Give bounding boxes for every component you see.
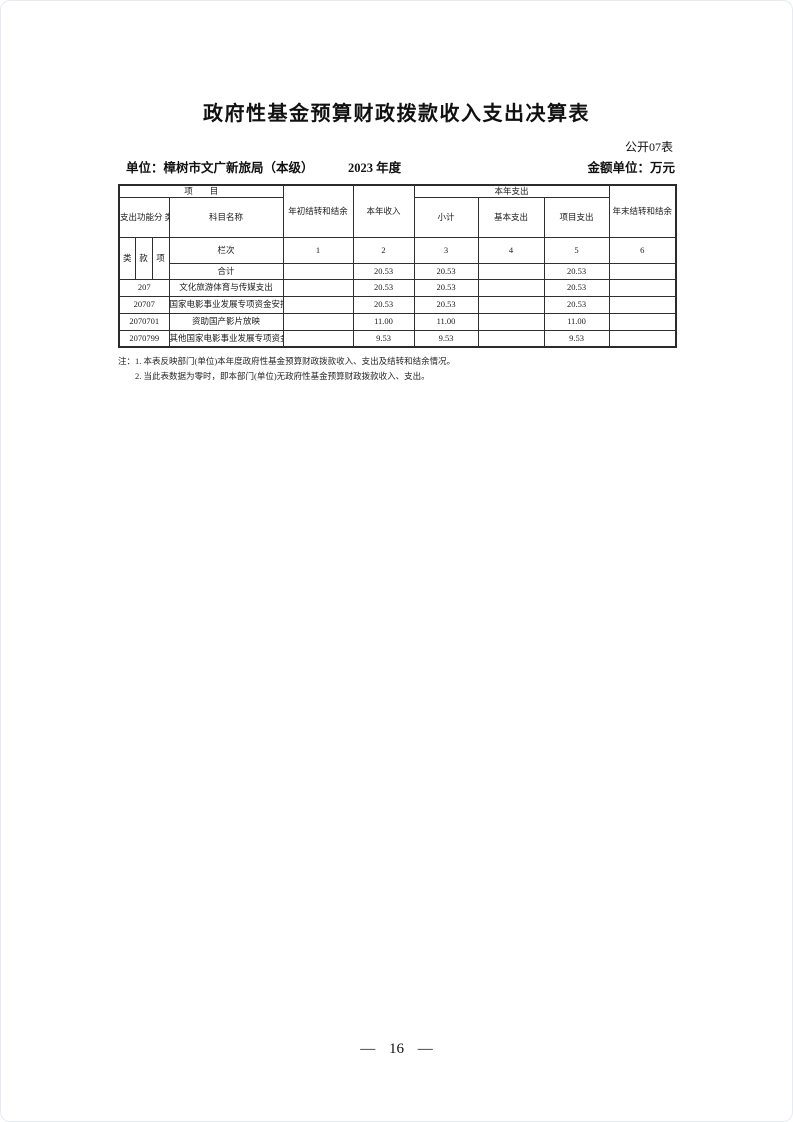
row-c4 (477, 329, 545, 348)
table-row: 2070799 其他国家电影事业发展专项资金 9.53 9.53 9.53 (118, 329, 677, 348)
row-name: 国家电影事业发展专项资金安排 (168, 295, 284, 314)
col-num-1: 1 (282, 236, 354, 264)
row-c5: 11.00 (543, 312, 610, 331)
header-subject-name: 科目名称 (168, 196, 284, 238)
row-c1 (282, 312, 354, 331)
page-title: 政府性基金预算财政拨款收入支出决算表 (203, 103, 590, 125)
table-row: 2070701 资助国产影片放映 11.00 11.00 11.00 (118, 312, 677, 331)
meta-row: 单位：樟树市文广新旅局（本级） 2023 年度 金额单位：万元 (118, 159, 675, 177)
col-num-4: 4 (477, 236, 545, 264)
total-c4 (477, 262, 545, 280)
total-c1 (282, 262, 354, 280)
col-num-3: 3 (413, 236, 479, 264)
header-expenditure-group: 本年支出 (413, 184, 610, 198)
row-c3: 20.53 (413, 295, 479, 314)
header-function-code: 支出功能分 类科目编码 (118, 196, 170, 238)
row-code: 20707 (118, 295, 170, 314)
row-c1 (282, 295, 354, 314)
col-num-6: 6 (608, 236, 677, 264)
column-index-row: 类 款 项 栏次 1 2 3 4 5 6 (118, 236, 677, 280)
total-c6 (608, 262, 677, 280)
row-name: 其他国家电影事业发展专项资金 (168, 329, 284, 348)
note-line-2: 2. 当此表数据为零时，即本部门(单位)无政府性基金预算财政拨款收入、支出。 (135, 371, 430, 382)
row-c2: 20.53 (352, 278, 415, 297)
row-c3: 9.53 (413, 329, 479, 348)
note-line-1: 注：1. 本表反映部门(单位)本年度政府性基金预算财政拨款收入、支出及结转和结余… (118, 356, 456, 367)
header-col-class: 类 (118, 236, 136, 280)
row-name: 资助国产影片放映 (168, 312, 284, 331)
header-row-groups: 项 目 年初结转和结余 本年收入 本年支出 年末结转和结余 (118, 184, 677, 238)
total-label: 合计 (168, 262, 284, 280)
row-c4 (477, 312, 545, 331)
row-c2: 20.53 (352, 295, 415, 314)
fiscal-year: 2023 年度 (348, 161, 402, 175)
row-c5: 9.53 (543, 329, 610, 348)
row-c3: 11.00 (413, 312, 479, 331)
header-end-balance: 年末结转和结余 (608, 184, 677, 238)
header-col-item: 项 (151, 236, 170, 280)
header-basic-expenditure: 基本支出 (477, 196, 545, 238)
row-name: 文化旅游体育与传媒支出 (168, 278, 284, 297)
table-code-label: 公开07表 (624, 140, 673, 154)
total-c3: 20.53 (413, 262, 479, 280)
table-row: 207 文化旅游体育与传媒支出 20.53 20.53 20.53 (118, 278, 677, 297)
row-c4 (477, 295, 545, 314)
row-c2: 11.00 (352, 312, 415, 331)
total-c5: 20.53 (543, 262, 610, 280)
amount-unit: 金额单位：万元 (587, 161, 675, 175)
table-notes: 注：1. 本表反映部门(单位)本年度政府性基金预算财政拨款收入、支出及结转和结余… (118, 354, 675, 384)
budget-table: 项 目 年初结转和结余 本年收入 本年支出 年末结转和结余 支出功能分 类科目编… (118, 184, 678, 349)
total-row: 合计 20.53 20.53 20.53 (119, 262, 677, 280)
header-lanci: 栏次 (168, 236, 284, 264)
total-c2: 20.53 (352, 262, 415, 280)
header-row-columns: 支出功能分 类科目编码 科目名称 小计 基本支出 项目支出 (118, 196, 676, 238)
header-current-income: 本年收入 (352, 184, 415, 238)
row-c1 (282, 329, 354, 348)
row-c5: 20.53 (543, 278, 610, 297)
header-subtotal: 小计 (413, 196, 479, 238)
row-code: 2070799 (118, 329, 170, 348)
col-num-5: 5 (543, 236, 610, 264)
header-item-group: 项 目 (118, 184, 284, 198)
page-number: — 16 — (360, 1041, 433, 1057)
row-c2: 9.53 (352, 329, 415, 348)
document-content: 政府性基金预算财政拨款收入支出决算表 公开07表 单位：樟树市文广新旅局（本级）… (118, 1, 678, 384)
row-c6 (608, 278, 677, 297)
row-c6 (608, 329, 677, 348)
col-num-2: 2 (352, 236, 415, 264)
header-project-expenditure: 项目支出 (543, 196, 610, 238)
row-c3: 20.53 (413, 278, 479, 297)
row-code: 207 (118, 278, 170, 297)
row-c6 (608, 295, 677, 314)
table-row: 20707 国家电影事业发展专项资金安排 20.53 20.53 20.53 (118, 295, 677, 314)
row-code: 2070701 (118, 312, 170, 331)
row-c5: 20.53 (543, 295, 610, 314)
header-begin-balance: 年初结转和结余 (282, 184, 354, 238)
header-col-section: 款 (134, 236, 153, 280)
row-c6 (608, 312, 677, 331)
row-c4 (477, 278, 545, 297)
unit-name: 单位：樟树市文广新旅局（本级） (126, 161, 314, 175)
row-c1 (282, 278, 354, 297)
